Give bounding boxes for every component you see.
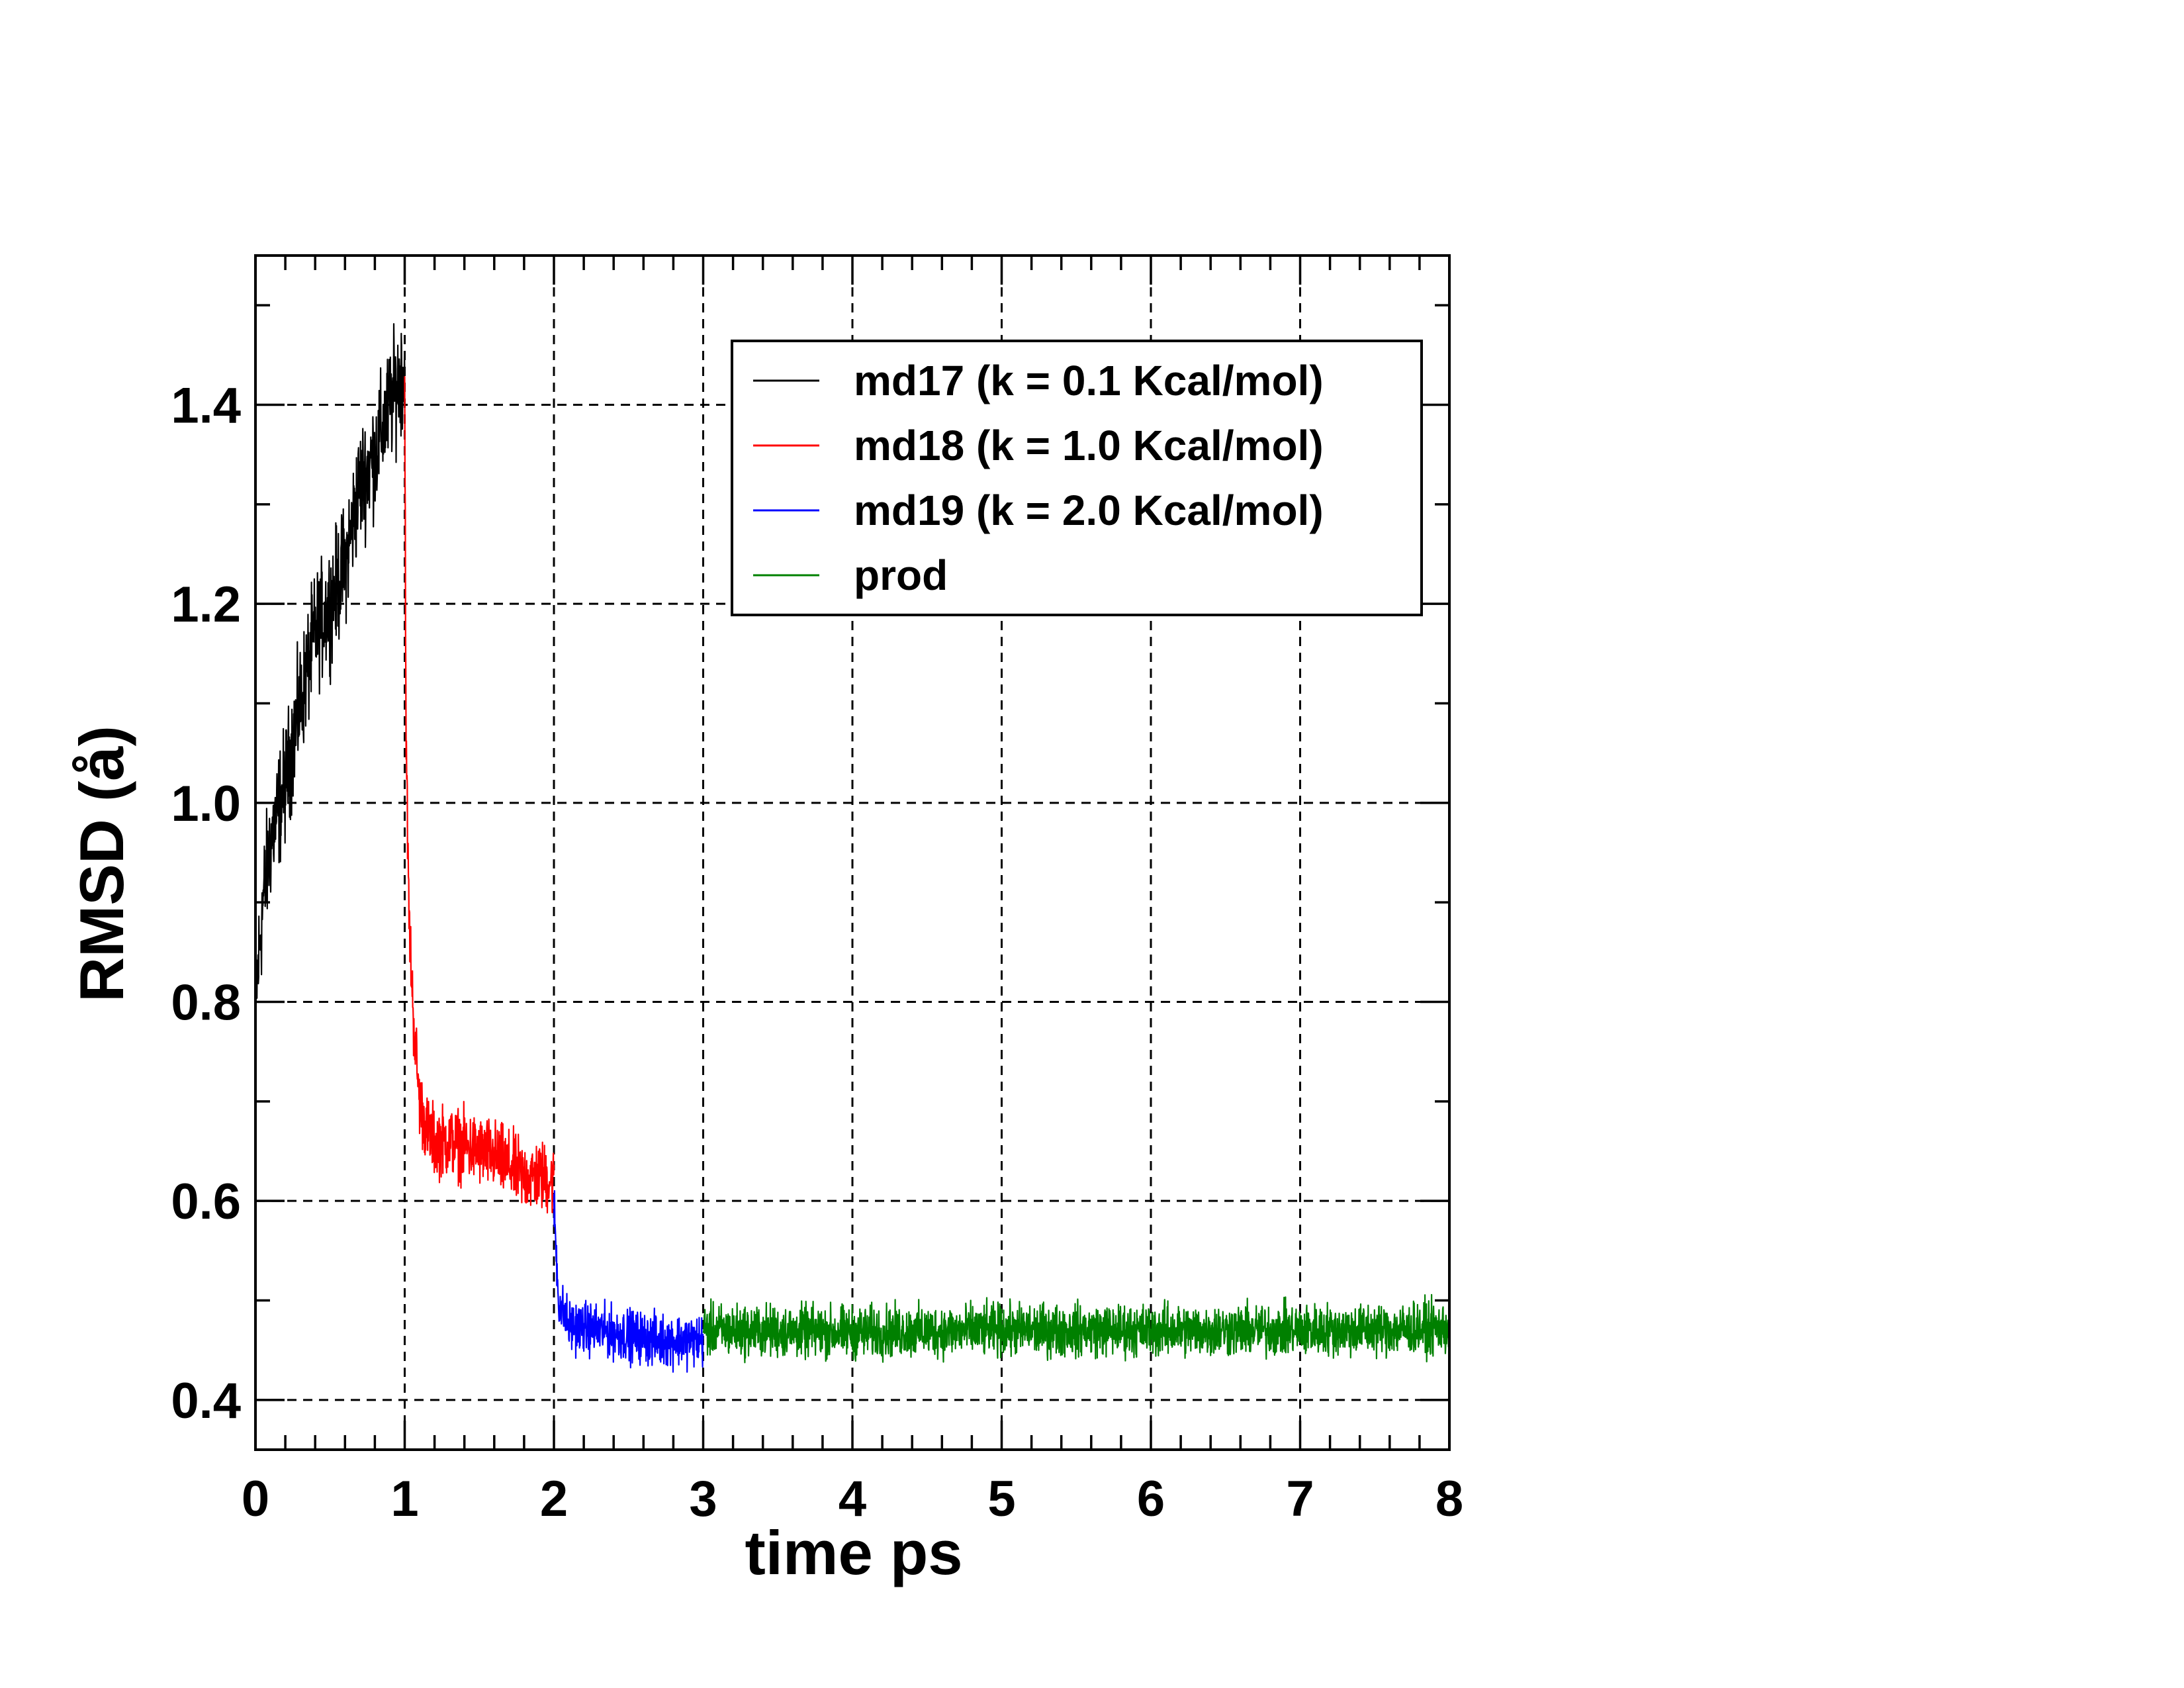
legend-label: prod bbox=[854, 551, 948, 599]
series-line-2 bbox=[404, 376, 555, 1214]
series-line-1 bbox=[254, 323, 406, 999]
legend: md17 (k = 0.1 Kcal/mol) md18 (k = 1.0 Kca… bbox=[731, 340, 1423, 616]
y-tick-label: 0.6 bbox=[171, 1174, 241, 1230]
y-tick-label: 1.4 bbox=[171, 378, 241, 434]
x-tick-label: 3 bbox=[689, 1471, 717, 1527]
series-line-3 bbox=[553, 1190, 704, 1373]
axis-ticks bbox=[254, 256, 1451, 1450]
y-tick-label: 0.4 bbox=[171, 1373, 241, 1429]
x-tick-label: 6 bbox=[1137, 1471, 1165, 1527]
data-series bbox=[254, 323, 1451, 1373]
legend-label: md17 (k = 0.1 Kcal/mol) bbox=[854, 357, 1324, 404]
x-tick-label: 7 bbox=[1286, 1471, 1314, 1527]
legend-label: md19 (k = 2.0 Kcal/mol) bbox=[854, 487, 1324, 534]
x-tick-label: 0 bbox=[242, 1471, 269, 1527]
x-tick-label: 5 bbox=[987, 1471, 1015, 1527]
legend-box bbox=[731, 340, 1423, 616]
y-tick-label: 0.8 bbox=[171, 975, 241, 1031]
y-tick-label: 1.2 bbox=[171, 577, 241, 633]
x-tick-label: 1 bbox=[390, 1471, 418, 1527]
x-tick-label: 4 bbox=[839, 1471, 866, 1527]
legend-label: md18 (k = 1.0 Kcal/mol) bbox=[854, 422, 1324, 469]
y-tick-label: 1.0 bbox=[171, 776, 241, 832]
series-line-4 bbox=[702, 1293, 1451, 1364]
tick-labels: 0 1 2 3 4 5 6 7 8 0.4 0.6 0.8 1.0 1.2 1.4 bbox=[171, 378, 1463, 1528]
x-tick-label: 8 bbox=[1435, 1471, 1463, 1527]
x-axis-title: time ps bbox=[745, 1518, 962, 1587]
y-axis-title: RMSD (å) bbox=[67, 726, 136, 1002]
x-tick-label: 2 bbox=[540, 1471, 568, 1527]
